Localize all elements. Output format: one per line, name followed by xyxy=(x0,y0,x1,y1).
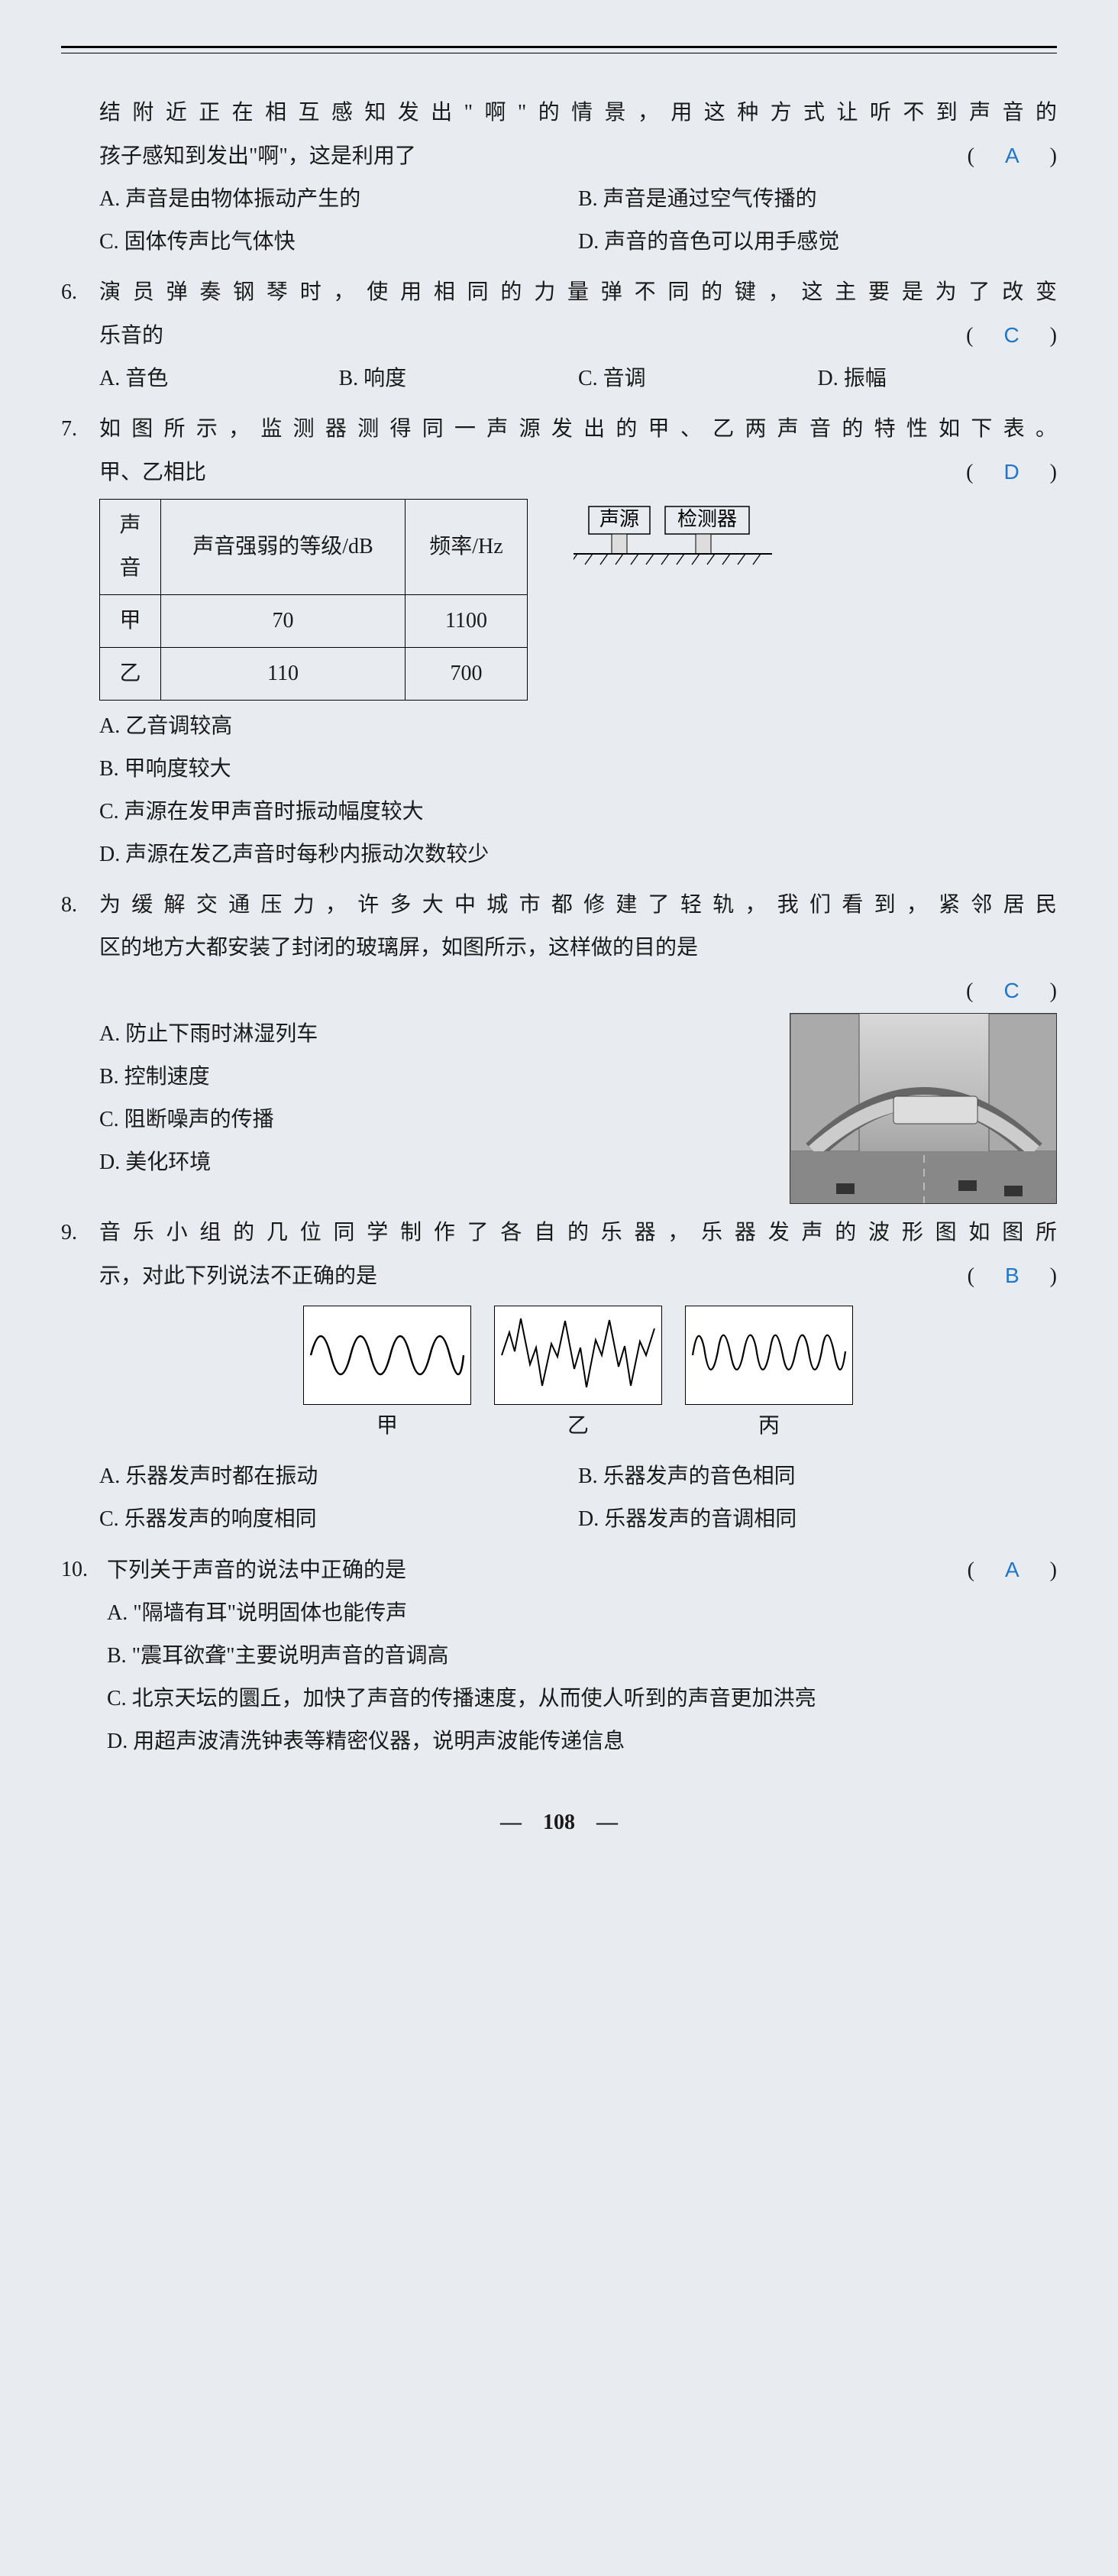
question-8: 8. 为缓解交通压力，许多大中城市都修建了轻轨，我们看到，紧邻居民 区的地方大都… xyxy=(61,884,1057,1204)
q10-options: A. "隔墙有耳"说明固体也能传声 B. "震耳欲聋"主要说明声音的音调高 C.… xyxy=(107,1592,1057,1763)
q8-answer-paren: ( C ) xyxy=(966,969,1057,1013)
q8-opt-a: A. 防止下雨时淋湿列车 xyxy=(99,1013,767,1056)
question-9: 9. 音乐小组的几位同学制作了各自的乐器，乐器发声的波形图如图所 示，对此下列说… xyxy=(61,1212,1057,1541)
q7-diagram-detector-label: 检测器 xyxy=(677,508,737,530)
question-5-continued: 结附近正在相互感知发出"啊"的情景，用这种方式让听不到声音的 孩子感知到发出"啊… xyxy=(61,92,1057,264)
q7-r0c2: 1100 xyxy=(406,595,528,648)
q10-answer: A xyxy=(996,1558,1029,1581)
q7-r1c0: 乙 xyxy=(100,648,161,701)
q6-opt-a: A. 音色 xyxy=(99,358,339,400)
q9-opt-c: C. 乐器发声的响度相同 xyxy=(99,1498,578,1541)
q7-th-0: 声音 xyxy=(100,500,161,595)
q8-opt-b: B. 控制速度 xyxy=(99,1056,767,1099)
q8-options: A. 防止下雨时淋湿列车 B. 控制速度 C. 阻断噪声的传播 D. 美化环境 xyxy=(99,1013,767,1184)
q9-opt-a: A. 乐器发声时都在振动 xyxy=(99,1455,578,1498)
q10-opt-a: A. "隔墙有耳"说明固体也能传声 xyxy=(107,1592,1057,1635)
q10-text: 下列关于声音的说法中正确的是 xyxy=(107,1549,968,1592)
q8-opt-c: C. 阻断噪声的传播 xyxy=(99,1099,767,1141)
q7-th-2: 频率/Hz xyxy=(406,500,528,595)
q7-r0c0: 甲 xyxy=(100,595,161,648)
q5c-opt-d: D. 声音的音色可以用手感觉 xyxy=(578,221,1057,264)
q7-opt-c: C. 声源在发甲声音时振动幅度较大 xyxy=(99,791,1057,833)
q7-r1c1: 110 xyxy=(161,648,406,701)
q7-table: 声音 声音强弱的等级/dB 频率/Hz 甲 70 1100 乙 110 700 xyxy=(99,499,528,701)
q9-answer-paren: ( B ) xyxy=(968,1254,1057,1298)
q6-number: 6. xyxy=(61,271,99,400)
question-10: 10. 下列关于声音的说法中正确的是 ( A ) A. "隔墙有耳"说明固体也能… xyxy=(61,1549,1057,1763)
q9-wave-bing xyxy=(685,1306,853,1405)
q5c-answer: A xyxy=(996,144,1029,167)
q9-line2: 示，对此下列说法不正确的是 xyxy=(99,1255,968,1298)
q9-options: A. 乐器发声时都在振动 B. 乐器发声的音色相同 C. 乐器发声的响度相同 D… xyxy=(99,1455,1057,1541)
q9-number: 9. xyxy=(61,1212,99,1541)
q5c-answer-paren: ( A ) xyxy=(968,134,1057,178)
q9-answer: B xyxy=(996,1264,1029,1287)
q7-r1c2: 700 xyxy=(406,648,528,701)
q7-diagram-source-label: 声源 xyxy=(599,508,639,530)
q9-wave-jia xyxy=(303,1306,471,1405)
q10-number: 10. xyxy=(61,1549,107,1763)
question-6: 6. 演员弹奏钢琴时，使用相同的力量弹不同的键，这主要是为了改变 乐音的 ( C… xyxy=(61,271,1057,400)
q9-wave-row: 甲 乙 丙 xyxy=(99,1306,1057,1448)
q8-answer: C xyxy=(994,979,1028,1002)
question-7: 7. 如图所示，监测器测得同一声源发出的甲、乙两声音的特性如下表。 甲、乙相比 … xyxy=(61,408,1057,876)
q10-answer-paren: ( A ) xyxy=(968,1549,1057,1592)
q6-opt-c: C. 音调 xyxy=(578,358,818,400)
q9-wave-label-1: 乙 xyxy=(494,1405,662,1448)
q9-opt-b: B. 乐器发声的音色相同 xyxy=(578,1455,1057,1498)
q9-wave-yi xyxy=(494,1306,662,1405)
q5c-options: A. 声音是由物体振动产生的 B. 声音是通过空气传播的 C. 固体传声比气体快… xyxy=(99,178,1057,264)
q9-line1: 音乐小组的几位同学制作了各自的乐器，乐器发声的波形图如图所 xyxy=(99,1212,1057,1254)
q6-opt-d: D. 振幅 xyxy=(818,358,1058,400)
q7-line2: 甲、乙相比 xyxy=(99,451,966,494)
q5c-opt-c: C. 固体传声比气体快 xyxy=(99,221,578,264)
q6-line2: 乐音的 xyxy=(99,315,966,358)
q8-number: 8. xyxy=(61,884,99,1204)
q7-options: A. 乙音调较高 B. 甲响度较大 C. 声源在发甲声音时振动幅度较大 D. 声… xyxy=(99,705,1057,876)
q5c-opt-b: B. 声音是通过空气传播的 xyxy=(578,178,1057,221)
q6-opt-b: B. 响度 xyxy=(339,358,579,400)
q7-number: 7. xyxy=(61,408,99,876)
q6-options: A. 音色 B. 响度 C. 音调 D. 振幅 xyxy=(99,358,1057,400)
q8-opt-d: D. 美化环境 xyxy=(99,1141,767,1184)
q6-answer: C xyxy=(994,323,1028,347)
q7-opt-d: D. 声源在发乙声音时每秒内振动次数较少 xyxy=(99,833,1057,876)
q7-r0c1: 70 xyxy=(161,595,406,648)
q7-opt-b: B. 甲响度较大 xyxy=(99,748,1057,791)
q9-opt-d: D. 乐器发声的音调相同 xyxy=(578,1498,1057,1541)
q6-answer-paren: ( C ) xyxy=(966,314,1057,358)
q7-opt-a: A. 乙音调较高 xyxy=(99,705,1057,748)
q5c-opt-a: A. 声音是由物体振动产生的 xyxy=(99,178,578,221)
page-number: — 108 — xyxy=(61,1801,1057,1844)
q8-line1: 为缓解交通压力，许多大中城市都修建了轻轨，我们看到，紧邻居民 xyxy=(99,884,1057,927)
q7-th-1: 声音强弱的等级/dB xyxy=(161,500,406,595)
q5c-line2: 孩子感知到发出"啊"，这是利用了 xyxy=(99,135,968,178)
q6-line1: 演员弹奏钢琴时，使用相同的力量弹不同的键，这主要是为了改变 xyxy=(99,271,1057,314)
q9-wave-label-2: 丙 xyxy=(685,1405,853,1448)
q7-line1: 如图所示，监测器测得同一声源发出的甲、乙两声音的特性如下表。 xyxy=(99,408,1057,451)
q10-opt-d: D. 用超声波清洗钟表等精密仪器，说明声波能传递信息 xyxy=(107,1720,1057,1763)
q7-diagram: 声源 检测器 xyxy=(574,499,803,591)
q10-opt-b: B. "震耳欲聋"主要说明声音的音调高 xyxy=(107,1635,1057,1678)
q7-answer-paren: ( D ) xyxy=(966,451,1057,494)
q8-line2: 区的地方大都安装了封闭的玻璃屏，如图所示，这样做的目的是 xyxy=(99,927,1057,969)
q8-photo xyxy=(790,1013,1057,1204)
q9-wave-label-0: 甲 xyxy=(303,1405,471,1448)
q5c-line1: 结附近正在相互感知发出"啊"的情景，用这种方式让听不到声音的 xyxy=(99,92,1057,134)
q10-opt-c: C. 北京天坛的圜丘，加快了声音的传播速度，从而使人听到的声音更加洪亮 xyxy=(107,1678,1057,1720)
top-rule-1 xyxy=(61,46,1057,48)
q7-answer: D xyxy=(994,460,1028,484)
